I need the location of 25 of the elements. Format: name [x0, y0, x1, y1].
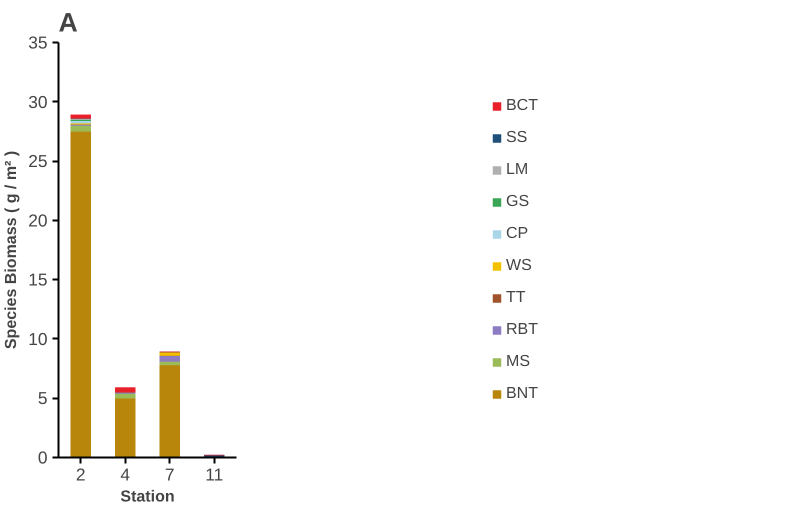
y-tick-label: 20 [28, 210, 48, 230]
x-tick-label: 7 [164, 464, 175, 484]
y-tick-label: 10 [28, 328, 48, 349]
legend-label: TT [506, 288, 526, 306]
y-tick-label: 15 [28, 270, 48, 290]
legend-label: SS [506, 128, 528, 146]
legend-label: GS [506, 192, 530, 210]
legend-label: WS [506, 256, 532, 274]
legend-label: LM [506, 160, 528, 178]
y-tick-label: 30 [28, 92, 48, 112]
x-tick-label: 11 [205, 464, 224, 484]
x-axis-title: Station [120, 488, 175, 506]
x-tick-label: 2 [76, 464, 86, 484]
y-tick-label: 35 [28, 32, 48, 52]
y-tick-label: 25 [28, 151, 48, 172]
y-tick-label: 0 [38, 448, 48, 468]
chart-title: A [58, 8, 78, 38]
y-tick-label: 5 [38, 388, 48, 408]
legend-label: CP [506, 224, 528, 242]
legend-label: MS [506, 352, 530, 370]
y-axis-title: Species Biomass ( g / m² ) [3, 150, 20, 350]
x-tick-label: 4 [120, 464, 130, 484]
legend-label: BNT [506, 384, 538, 402]
legend-label: RBT [506, 320, 538, 338]
legend-label: BCT [506, 96, 538, 114]
